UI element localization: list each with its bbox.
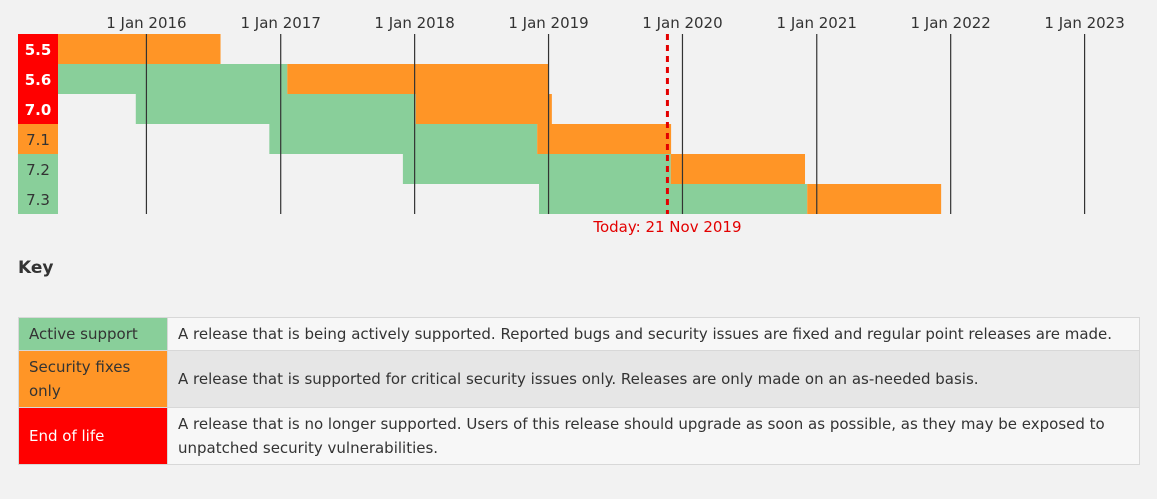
version-label: 7.1: [26, 131, 50, 149]
active-support-bar: [269, 124, 538, 154]
key-table: Active support A release that is being a…: [18, 317, 1140, 465]
security-support-bar: [58, 34, 221, 64]
key-row-active: Active support A release that is being a…: [18, 317, 1140, 351]
year-axis-label: 1 Jan 2022: [910, 14, 990, 32]
version-label-bg: [18, 154, 58, 184]
version-label-bg: [18, 64, 58, 94]
version-label: 7.3: [26, 191, 50, 209]
key-title: Key: [18, 258, 54, 278]
key-swatch-security: Security fixes only: [18, 350, 168, 408]
security-support-bar: [415, 94, 552, 124]
version-label: 5.5: [25, 41, 52, 59]
version-label: 7.2: [26, 161, 50, 179]
version-label-bg: [18, 184, 58, 214]
key-row-security: Security fixes only A release that is su…: [18, 350, 1140, 408]
active-support-bar: [539, 184, 808, 214]
version-label-bg: [18, 34, 58, 64]
version-label-bg: [18, 124, 58, 154]
key-description-security: A release that is supported for critical…: [167, 350, 1140, 408]
security-support-bar: [670, 154, 806, 184]
key-row-eol: End of life A release that is no longer …: [18, 407, 1140, 465]
release-timeline-chart: 5.5 5.6 7.0 7.1 7.2 7.3 1 Jan 2016 1 Jan 2017 1 …: [18, 14, 1125, 236]
active-support-bar: [58, 64, 288, 94]
security-support-bar: [537, 124, 672, 154]
key-description-eol: A release that is no longer supported. U…: [167, 407, 1140, 465]
year-axis-label: 1 Jan 2021: [777, 14, 857, 32]
security-support-bar: [807, 184, 942, 214]
year-axis-label: 1 Jan 2017: [241, 14, 321, 32]
key-swatch-active: Active support: [18, 317, 168, 351]
version-label: 5.6: [25, 71, 52, 89]
security-support-bar: [287, 64, 549, 94]
key-description-active: A release that is being actively support…: [167, 317, 1140, 351]
today-label: Today: 21 Nov 2019: [592, 218, 741, 236]
active-support-bar: [135, 94, 416, 124]
version-label-bg: [18, 94, 58, 124]
version-label: 7.0: [25, 101, 52, 119]
year-axis-label: 1 Jan 2023: [1044, 14, 1124, 32]
year-axis-label: 1 Jan 2018: [374, 14, 454, 32]
active-support-bar: [402, 154, 671, 184]
year-axis-label: 1 Jan 2016: [106, 14, 186, 32]
key-swatch-eol: End of life: [18, 407, 168, 465]
year-axis-label: 1 Jan 2019: [508, 14, 588, 32]
year-axis-label: 1 Jan 2020: [642, 14, 722, 32]
